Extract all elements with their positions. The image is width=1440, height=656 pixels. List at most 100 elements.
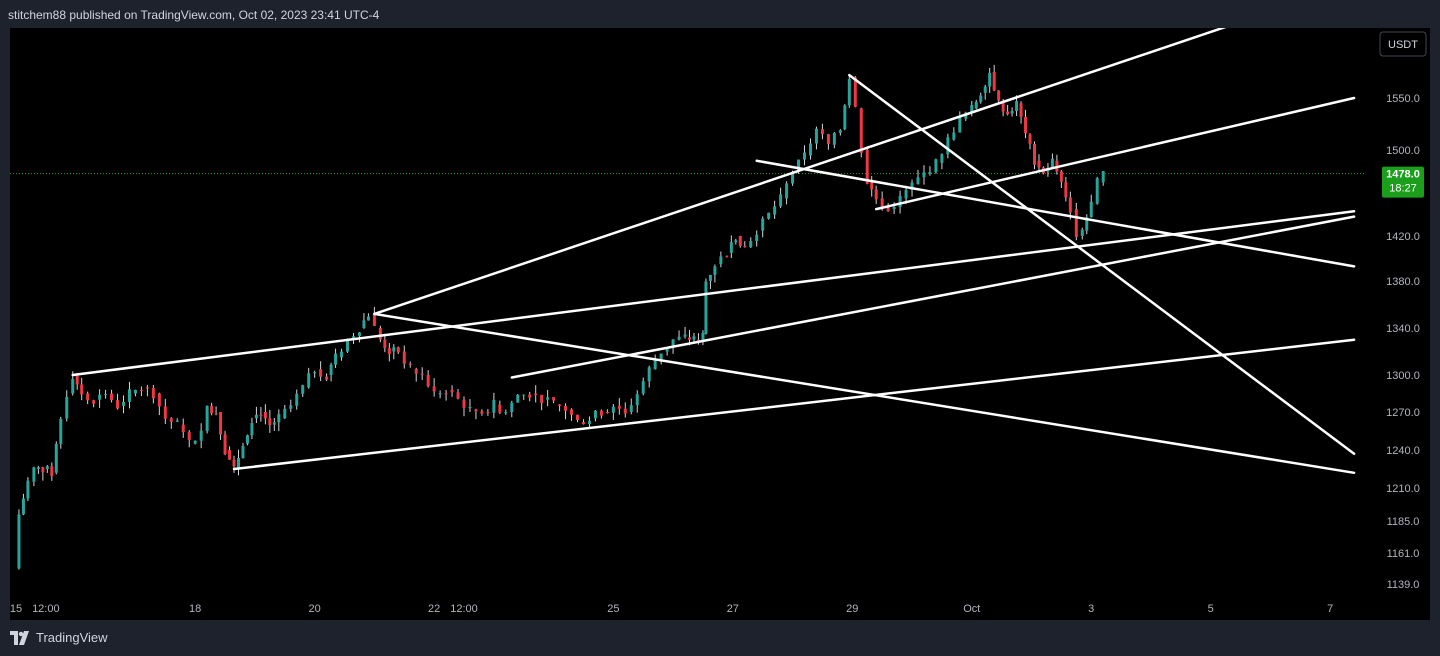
candle-up	[307, 373, 311, 388]
trendline-6[interactable]	[848, 73, 1356, 456]
price-axis[interactable]: 1550.0 1500.0 1420.0 1380.0 1340.0 1300.0 1270…	[1386, 93, 1420, 591]
trendline-7[interactable]	[373, 28, 1354, 316]
candle-up	[254, 414, 258, 419]
candle-up	[898, 195, 902, 207]
candle-up	[1050, 158, 1054, 168]
time-tick-label: 18	[189, 603, 201, 615]
candle-up	[719, 256, 723, 265]
candle-up	[611, 406, 615, 413]
candle-up	[334, 353, 338, 365]
chart-area[interactable]: 1550.0 1500.0 1420.0 1380.0 1340.0 1300.0 1270…	[10, 28, 1430, 620]
candle-down	[725, 256, 729, 258]
time-axis[interactable]: 15 12:00 18 20 22 12:00 25 27 29 Oct 3 5 7	[10, 603, 1333, 615]
trendline-5[interactable]	[755, 159, 1356, 268]
price-tick-label: 1500.0	[1386, 145, 1420, 157]
candle-down	[480, 411, 484, 414]
currency-badge-label: USDT	[1388, 39, 1418, 51]
candle-up	[755, 234, 759, 242]
candle-up	[843, 105, 847, 130]
candle-down	[139, 389, 143, 391]
candle-down	[540, 394, 544, 403]
candle-down	[534, 393, 538, 395]
candle-up	[492, 399, 496, 413]
trendline-8[interactable]	[874, 96, 1356, 211]
candle-down	[1059, 171, 1063, 182]
candle-down	[581, 422, 585, 425]
candle-up	[832, 132, 836, 145]
candle-up	[329, 364, 333, 375]
candle-down	[880, 198, 884, 207]
candle-down	[263, 412, 267, 419]
candle-up	[635, 394, 639, 406]
candle-down	[992, 72, 996, 91]
price-chart[interactable]: 1550.0 1500.0 1420.0 1380.0 1340.0 1300.0 1270…	[10, 28, 1430, 620]
candle-down	[116, 400, 120, 409]
candle-down	[157, 393, 161, 407]
candle-down	[696, 339, 700, 341]
candle-up	[587, 420, 591, 425]
candle-up	[988, 72, 992, 87]
candle-up	[510, 402, 514, 412]
candle-down	[259, 414, 263, 416]
tradingview-brand[interactable]: TradingView	[10, 630, 108, 645]
candle-down	[564, 405, 568, 411]
candle-up	[272, 422, 276, 425]
candle-up	[98, 394, 102, 400]
trendline-1[interactable]	[71, 210, 1356, 377]
time-tick-label: 15	[10, 603, 22, 615]
time-tick-label: 12:00	[450, 603, 478, 615]
candle-up	[934, 159, 938, 173]
trendline-3[interactable]	[373, 312, 1356, 475]
candle-down	[474, 409, 478, 412]
candle-up	[749, 241, 753, 248]
candle-up	[641, 381, 645, 394]
trendline-2[interactable]	[232, 338, 1356, 471]
price-tick-label: 1139.0	[1387, 579, 1420, 591]
chart-background	[10, 28, 1430, 620]
candle-down	[414, 369, 418, 374]
candle-down	[372, 313, 376, 326]
candle-down	[319, 369, 323, 377]
candle-down	[169, 418, 173, 422]
candle-up	[295, 393, 299, 406]
candle-down	[383, 339, 387, 349]
candle-up	[713, 266, 717, 275]
trendlines-group[interactable]	[71, 28, 1356, 475]
brand-name: TradingView	[36, 630, 108, 645]
candle-up	[791, 172, 795, 184]
candle-up	[629, 405, 633, 412]
candle-down	[1001, 103, 1005, 112]
price-tick-label: 1340.0	[1386, 323, 1420, 335]
candle-down	[378, 328, 382, 340]
candle-up	[659, 353, 663, 361]
last-price-value: 1478.0	[1386, 169, 1420, 181]
candle-down	[456, 392, 460, 399]
candle-down	[1019, 103, 1023, 117]
candle-down	[859, 108, 863, 153]
candle-down	[826, 134, 830, 145]
candle-up	[916, 177, 920, 185]
candle-down	[210, 405, 214, 414]
candle-down	[450, 389, 454, 393]
candle-up	[1101, 171, 1105, 183]
candle-up	[838, 130, 842, 133]
bar-countdown: 18:27	[1389, 183, 1417, 195]
candle-up	[250, 423, 254, 436]
candle-down	[528, 394, 532, 398]
candle-down	[1032, 143, 1036, 165]
candle-up	[283, 408, 287, 419]
candle-up	[65, 396, 69, 419]
publish-info-text: stitchem88 published on TradingView.com,…	[8, 8, 380, 22]
candle-up	[808, 143, 812, 156]
trendline-4[interactable]	[510, 215, 1356, 379]
candle-up	[734, 240, 738, 243]
candle-down	[181, 424, 185, 433]
candle-down	[599, 410, 603, 416]
candle-up	[193, 440, 197, 444]
candle-down	[853, 77, 857, 107]
currency-badge[interactable]: USDT	[1379, 31, 1427, 57]
candle-down	[1037, 160, 1041, 168]
candle-up	[32, 467, 36, 482]
candle-down	[219, 412, 223, 435]
candle-down	[623, 408, 627, 414]
